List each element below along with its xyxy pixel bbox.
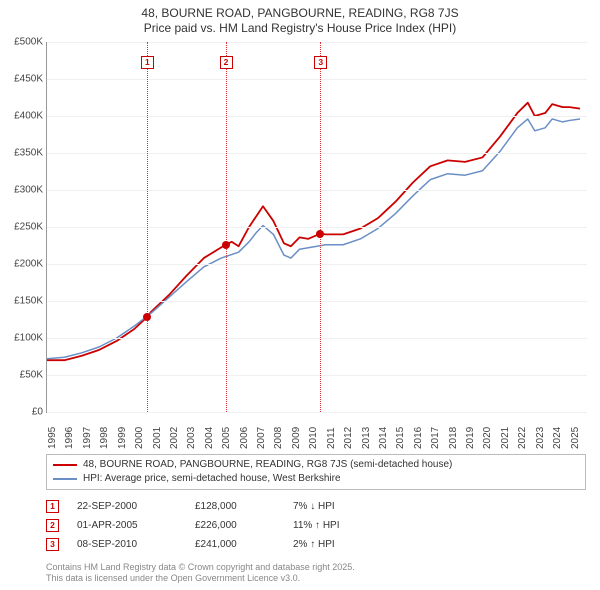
event-marker-2: 2 (46, 519, 59, 532)
x-tick-label: 2023 (535, 427, 546, 449)
y-tick-label: £450K (1, 74, 43, 85)
y-gridline (47, 338, 587, 339)
y-tick-label: £300K (1, 185, 43, 196)
footnote-line-2: This data is licensed under the Open Gov… (46, 573, 355, 584)
x-tick-label: 2024 (552, 427, 563, 449)
y-gridline (47, 412, 587, 413)
y-tick-label: £200K (1, 259, 43, 270)
y-gridline (47, 42, 587, 43)
event-date-2: 01-APR-2005 (77, 520, 177, 531)
series-line-property (47, 103, 580, 361)
title-block: 48, BOURNE ROAD, PANGBOURNE, READING, RG… (0, 0, 600, 36)
event-date-1: 22-SEP-2000 (77, 501, 177, 512)
legend-swatch-hpi (53, 478, 77, 480)
event-price-3: £241,000 (195, 539, 275, 550)
y-gridline (47, 227, 587, 228)
event-vline-1 (147, 42, 148, 412)
legend-row-property: 48, BOURNE ROAD, PANGBOURNE, READING, RG… (53, 458, 579, 472)
y-gridline (47, 190, 587, 191)
x-tick-label: 2012 (343, 427, 354, 449)
y-tick-label: £400K (1, 111, 43, 122)
legend-row-hpi: HPI: Average price, semi-detached house,… (53, 472, 579, 486)
container: 48, BOURNE ROAD, PANGBOURNE, READING, RG… (0, 0, 600, 590)
events-table: 1 22-SEP-2000 £128,000 7% ↓ HPI 2 01-APR… (46, 500, 586, 551)
x-tick-label: 1995 (47, 427, 58, 449)
event-point-dot-1 (143, 313, 151, 321)
x-tick-label: 2025 (570, 427, 581, 449)
event-pct-2: 11% ↑ HPI (293, 520, 393, 531)
x-tick-label: 2005 (221, 427, 232, 449)
x-tick-label: 2017 (430, 427, 441, 449)
x-tick-label: 1996 (64, 427, 75, 449)
legend-label-property: 48, BOURNE ROAD, PANGBOURNE, READING, RG… (83, 458, 452, 472)
event-vline-2 (226, 42, 227, 412)
event-row-3: 3 08-SEP-2010 £241,000 2% ↑ HPI (46, 538, 586, 551)
x-tick-label: 2015 (395, 427, 406, 449)
x-tick-label: 2007 (256, 427, 267, 449)
x-tick-label: 1998 (99, 427, 110, 449)
legend-box: 48, BOURNE ROAD, PANGBOURNE, READING, RG… (46, 454, 586, 490)
legend-swatch-property (53, 464, 77, 466)
x-tick-label: 2011 (326, 427, 337, 449)
y-gridline (47, 153, 587, 154)
y-gridline (47, 375, 587, 376)
x-tick-label: 2010 (308, 427, 319, 449)
y-tick-label: £0 (1, 407, 43, 418)
x-tick-label: 2018 (448, 427, 459, 449)
x-tick-label: 2022 (517, 427, 528, 449)
x-tick-label: 2003 (186, 427, 197, 449)
event-pct-3: 2% ↑ HPI (293, 539, 393, 550)
y-tick-label: £100K (1, 333, 43, 344)
event-marker-1: 1 (46, 500, 59, 513)
x-tick-label: 2019 (465, 427, 476, 449)
x-tick-label: 2021 (500, 427, 511, 449)
event-point-dot-2 (222, 241, 230, 249)
y-gridline (47, 116, 587, 117)
x-tick-label: 2009 (291, 427, 302, 449)
footnote-line-1: Contains HM Land Registry data © Crown c… (46, 562, 355, 573)
chart-area: £0£50K£100K£150K£200K£250K£300K£350K£400… (46, 42, 587, 413)
x-tick-label: 2001 (152, 427, 163, 449)
event-pct-1: 7% ↓ HPI (293, 501, 393, 512)
x-tick-label: 2002 (169, 427, 180, 449)
y-gridline (47, 79, 587, 80)
event-marker-3: 3 (46, 538, 59, 551)
y-tick-label: £150K (1, 296, 43, 307)
x-tick-label: 2008 (273, 427, 284, 449)
event-price-2: £226,000 (195, 520, 275, 531)
x-tick-label: 2013 (361, 427, 372, 449)
event-price-1: £128,000 (195, 501, 275, 512)
x-tick-label: 2016 (413, 427, 424, 449)
event-top-marker-3: 3 (314, 56, 327, 69)
footnote: Contains HM Land Registry data © Crown c… (46, 562, 355, 585)
y-tick-label: £350K (1, 148, 43, 159)
event-row-1: 1 22-SEP-2000 £128,000 7% ↓ HPI (46, 500, 586, 513)
legend-and-events: 48, BOURNE ROAD, PANGBOURNE, READING, RG… (46, 454, 586, 557)
event-row-2: 2 01-APR-2005 £226,000 11% ↑ HPI (46, 519, 586, 532)
x-tick-label: 2004 (204, 427, 215, 449)
event-point-dot-3 (316, 230, 324, 238)
y-gridline (47, 301, 587, 302)
x-tick-label: 2020 (482, 427, 493, 449)
x-tick-label: 1999 (117, 427, 128, 449)
x-tick-label: 2000 (134, 427, 145, 449)
series-line-hpi (47, 119, 580, 359)
x-tick-label: 1997 (82, 427, 93, 449)
legend-label-hpi: HPI: Average price, semi-detached house,… (83, 472, 341, 486)
x-tick-label: 2014 (378, 427, 389, 449)
title-line-2: Price paid vs. HM Land Registry's House … (0, 21, 600, 36)
x-tick-label: 2006 (239, 427, 250, 449)
event-top-marker-2: 2 (220, 56, 233, 69)
title-line-1: 48, BOURNE ROAD, PANGBOURNE, READING, RG… (0, 6, 600, 21)
event-top-marker-1: 1 (141, 56, 154, 69)
y-tick-label: £250K (1, 222, 43, 233)
y-tick-label: £50K (1, 370, 43, 381)
event-vline-3 (320, 42, 321, 412)
y-tick-label: £500K (1, 37, 43, 48)
y-gridline (47, 264, 587, 265)
event-date-3: 08-SEP-2010 (77, 539, 177, 550)
